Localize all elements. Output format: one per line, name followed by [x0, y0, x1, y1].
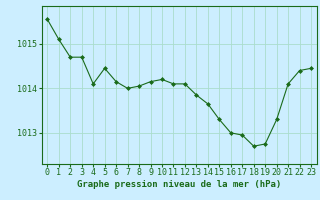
X-axis label: Graphe pression niveau de la mer (hPa): Graphe pression niveau de la mer (hPa) — [77, 180, 281, 189]
